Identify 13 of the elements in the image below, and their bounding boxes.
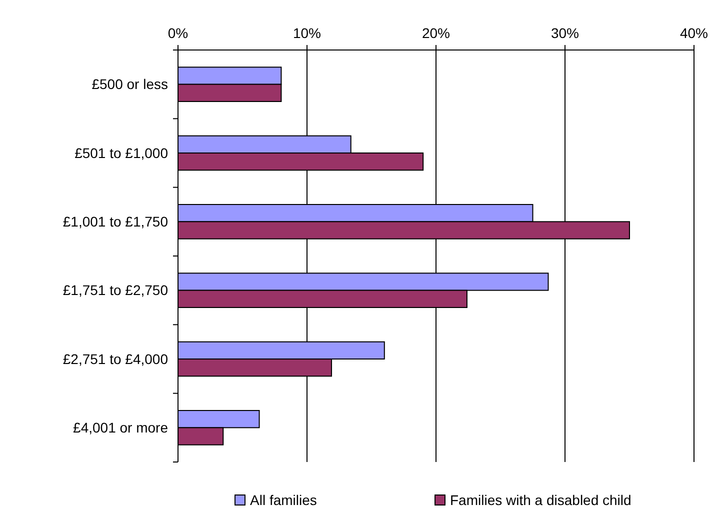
x-tick-label: 10% xyxy=(292,25,322,41)
x-tick-label: 30% xyxy=(550,25,580,41)
y-tick-label: £1,001 to £1,750 xyxy=(62,214,168,230)
y-tick-label: £500 or less xyxy=(92,76,168,92)
y-tick-label: £4,001 or more xyxy=(73,420,168,436)
x-tick-label: 20% xyxy=(422,25,450,41)
x-tick-label: 40% xyxy=(680,25,708,41)
y-tick-label: £1,751 to £2,750 xyxy=(62,282,168,298)
legend-label: Families with a disabled child xyxy=(450,492,632,508)
x-tick-label: 0% xyxy=(168,25,188,41)
y-tick-label: £501 to £1,000 xyxy=(74,144,168,161)
legend-label: All families xyxy=(250,492,317,508)
y-tick-label: £2,751 to £4,000 xyxy=(62,350,168,367)
